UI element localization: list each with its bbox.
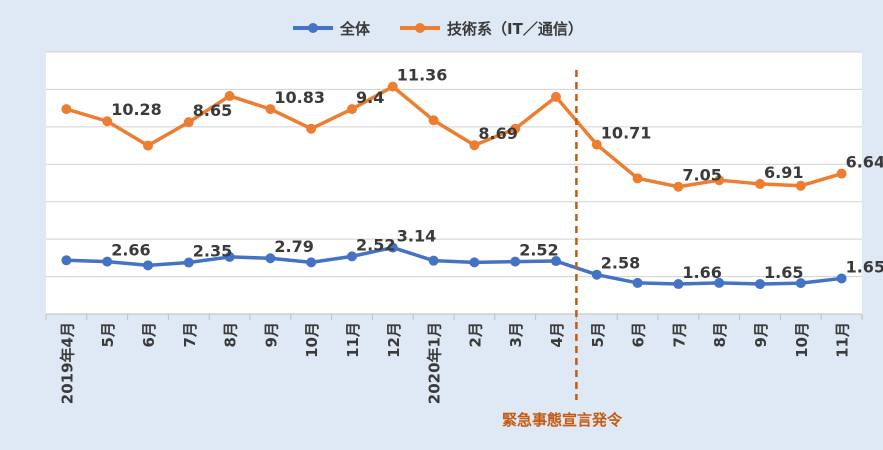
x-tick-label: 2019年4月 [58, 322, 76, 404]
x-tick-label: 7月 [181, 322, 199, 347]
x-tick-label: 2020年1月 [426, 322, 444, 404]
series-line-1 [65, 84, 843, 189]
data-label: 11.36 [397, 66, 448, 85]
data-point [551, 91, 561, 102]
data-label: 2.52 [519, 241, 558, 260]
data-point [306, 123, 317, 134]
data-point [387, 81, 398, 92]
data-point [632, 173, 643, 184]
data-point [510, 123, 521, 134]
legend: 全体 技術系（IT／通信） [293, 20, 583, 38]
emergency-declaration-label: 緊急事態宣言発令 [502, 411, 623, 429]
x-tick-label: 11月 [834, 322, 852, 358]
legend-marker-it [415, 23, 425, 33]
annotation: 緊急事態宣言発令 [502, 70, 623, 429]
x-tick-label: 10月 [793, 322, 811, 358]
data-point [347, 104, 357, 115]
data-point [673, 181, 684, 192]
x-tick-label: 2月 [466, 322, 484, 347]
x-tick-label: 9月 [752, 322, 770, 347]
data-point [183, 257, 194, 268]
data-point [183, 117, 194, 128]
data-point [224, 90, 235, 101]
data-label: 10.28 [111, 100, 162, 119]
data-point [265, 253, 276, 264]
data-point [714, 175, 725, 186]
data-point [61, 104, 72, 115]
data-point [591, 139, 602, 150]
data-label: 10.83 [274, 88, 325, 107]
x-tick-label: 3月 [507, 322, 525, 347]
data-point [469, 257, 480, 268]
data-point [755, 279, 765, 290]
data-label: 1.65 [764, 263, 803, 282]
data-point [632, 277, 643, 288]
x-tick-label: 6月 [140, 322, 158, 347]
data-labels: 2.66 2.35 2.79 2.52 3.142.522.58 1.66 1.65 1.65… [111, 66, 883, 282]
legend-label-it: 技術系（IT／通信） [447, 20, 583, 38]
data-label: 3.14 [397, 227, 436, 246]
data-label: 7.05 [682, 166, 721, 185]
data-point [836, 168, 847, 179]
data-label: 1.65 [846, 257, 883, 276]
data-label: 1.66 [682, 263, 721, 282]
series-layer [61, 81, 847, 290]
data-label: 6.64 [846, 153, 883, 172]
x-tick-label: 5月 [589, 322, 607, 347]
data-label: 2.52 [356, 235, 395, 254]
data-point [143, 260, 153, 271]
data-point [61, 255, 72, 266]
data-point [265, 104, 276, 115]
data-point [795, 278, 806, 289]
data-point [469, 140, 480, 151]
legend-marker-total [308, 23, 318, 33]
x-tick-label: 8月 [222, 322, 240, 347]
x-tick-label: 7月 [670, 322, 688, 347]
data-point [102, 256, 113, 267]
data-point [591, 269, 602, 280]
data-label: 2.58 [601, 254, 640, 273]
x-tick-label: 8月 [711, 322, 729, 347]
data-label: 9.4 [356, 88, 384, 107]
data-point [224, 251, 235, 262]
data-point [551, 256, 561, 267]
gridlines [46, 51, 862, 278]
x-tick-label: 11月 [344, 322, 362, 358]
data-point [714, 277, 725, 288]
data-label: 2.35 [193, 242, 232, 261]
data-point [428, 115, 439, 126]
data-point [795, 180, 806, 191]
x-tick-label: 4月 [548, 322, 566, 347]
plot-area [46, 52, 862, 314]
legend-label-total: 全体 [339, 20, 371, 38]
data-point [306, 257, 317, 268]
x-tick-label: 9月 [262, 322, 280, 347]
data-label: 2.66 [111, 241, 150, 260]
x-tick-label: 5月 [99, 322, 117, 347]
data-label: 10.71 [601, 124, 652, 143]
x-tick-label: 6月 [630, 322, 648, 347]
data-point [673, 279, 684, 290]
data-label: 8.69 [478, 124, 517, 143]
data-label: 2.79 [274, 237, 313, 256]
data-point [755, 178, 765, 189]
data-point [102, 116, 113, 127]
series-line-0 [66, 245, 842, 286]
data-point [510, 256, 521, 267]
x-axis: 2019年4月 5月 6月 7月 8月 9月 10月 11月 12月 2020年1月 2月 3月 4月 5… [45, 313, 863, 404]
data-point [836, 273, 847, 284]
data-label: 6.91 [764, 163, 803, 182]
data-label: 8.65 [193, 101, 232, 120]
data-point [428, 255, 439, 266]
data-point [143, 140, 153, 151]
data-point [347, 251, 357, 262]
data-point [387, 242, 398, 253]
x-tick-label: 10月 [303, 322, 321, 358]
x-tick-label: 12月 [385, 322, 403, 358]
